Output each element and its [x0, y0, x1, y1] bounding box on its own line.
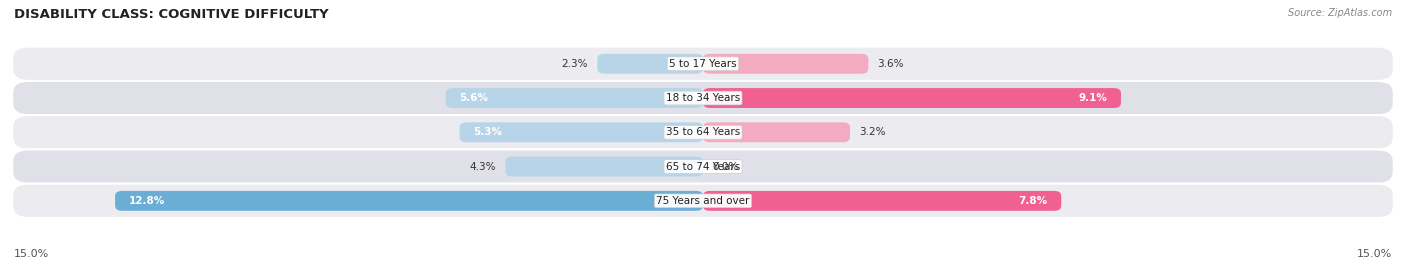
- Text: Source: ZipAtlas.com: Source: ZipAtlas.com: [1288, 8, 1392, 18]
- Text: 3.6%: 3.6%: [877, 59, 904, 69]
- Text: 18 to 34 Years: 18 to 34 Years: [666, 93, 740, 103]
- FancyBboxPatch shape: [13, 47, 1393, 81]
- FancyBboxPatch shape: [598, 54, 703, 74]
- Text: 15.0%: 15.0%: [14, 249, 49, 259]
- Text: 65 to 74 Years: 65 to 74 Years: [666, 161, 740, 171]
- Text: 15.0%: 15.0%: [1357, 249, 1392, 259]
- FancyBboxPatch shape: [13, 149, 1393, 184]
- Text: 0.0%: 0.0%: [713, 161, 738, 171]
- Text: 2.3%: 2.3%: [561, 59, 588, 69]
- Text: 4.3%: 4.3%: [470, 161, 496, 171]
- Text: DISABILITY CLASS: COGNITIVE DIFFICULTY: DISABILITY CLASS: COGNITIVE DIFFICULTY: [14, 8, 329, 21]
- FancyBboxPatch shape: [13, 81, 1393, 115]
- FancyBboxPatch shape: [506, 157, 703, 177]
- Text: 5 to 17 Years: 5 to 17 Years: [669, 59, 737, 69]
- FancyBboxPatch shape: [115, 191, 703, 211]
- FancyBboxPatch shape: [13, 115, 1393, 149]
- Text: 3.2%: 3.2%: [859, 127, 886, 137]
- Text: 12.8%: 12.8%: [129, 196, 165, 206]
- FancyBboxPatch shape: [446, 88, 703, 108]
- Text: 5.6%: 5.6%: [460, 93, 488, 103]
- Text: 9.1%: 9.1%: [1078, 93, 1107, 103]
- Text: 75 Years and over: 75 Years and over: [657, 196, 749, 206]
- FancyBboxPatch shape: [13, 184, 1393, 218]
- FancyBboxPatch shape: [703, 191, 1062, 211]
- FancyBboxPatch shape: [703, 54, 869, 74]
- Text: 7.8%: 7.8%: [1018, 196, 1047, 206]
- FancyBboxPatch shape: [703, 88, 1121, 108]
- FancyBboxPatch shape: [703, 122, 851, 142]
- Text: 35 to 64 Years: 35 to 64 Years: [666, 127, 740, 137]
- FancyBboxPatch shape: [460, 122, 703, 142]
- Text: 5.3%: 5.3%: [474, 127, 502, 137]
